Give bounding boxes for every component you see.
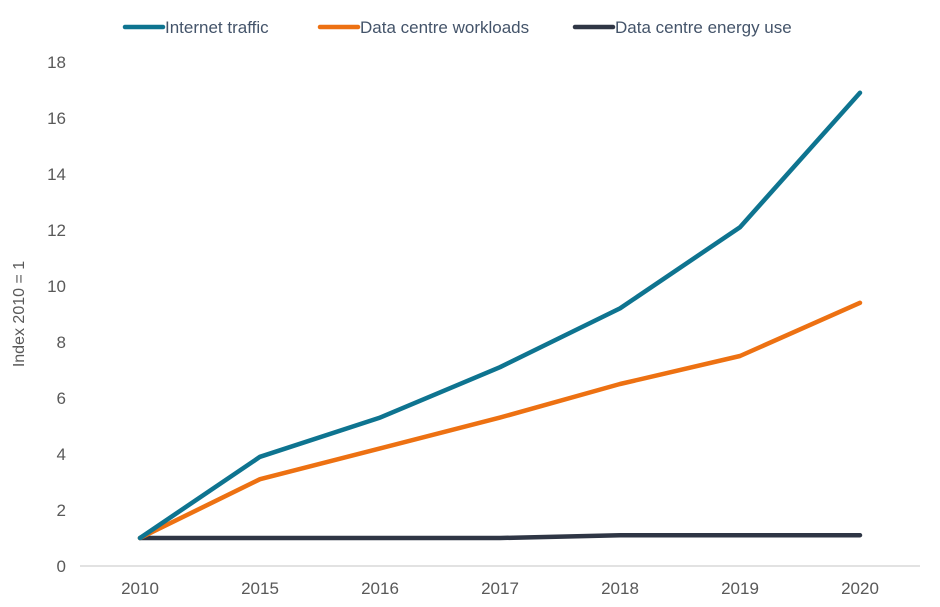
y-tick-label: 6 [57,389,66,408]
y-tick-label: 16 [47,109,66,128]
series-lines [137,90,863,541]
legend-label: Internet traffic [165,18,269,37]
legend-item-internet-traffic: Internet traffic [122,18,269,37]
y-axis-title: Index 2010 = 1 [11,261,28,367]
x-tick-label: 2016 [361,579,399,598]
y-tick-label: 10 [47,277,66,296]
y-axis-ticks: 0 2 4 6 8 10 12 14 16 18 [47,53,66,576]
legend-label: Data centre energy use [615,18,792,37]
y-tick-label: 18 [47,53,66,72]
x-tick-label: 2020 [841,579,879,598]
y-tick-label: 2 [57,501,66,520]
x-tick-label: 2017 [481,579,519,598]
x-axis-ticks: 2010 2015 2016 2017 2018 2019 2020 [121,579,879,598]
series-line-data-centre-energy-use [137,532,863,541]
y-tick-label: 8 [57,333,66,352]
y-tick-label: 14 [47,165,66,184]
x-tick-label: 2019 [721,579,759,598]
y-tick-label: 0 [57,557,66,576]
x-tick-label: 2010 [121,579,159,598]
series-line-internet-traffic [137,90,863,541]
y-tick-label: 12 [47,221,66,240]
y-tick-label: 4 [57,445,66,464]
x-tick-label: 2018 [601,579,639,598]
x-tick-label: 2015 [241,579,279,598]
legend: Internet traffic Data centre workloads Dat… [122,18,792,37]
series-line-data-centre-workloads [137,300,863,541]
legend-item-data-centre-energy-use: Data centre energy use [572,18,792,37]
legend-label: Data centre workloads [360,18,529,37]
legend-item-data-centre-workloads: Data centre workloads [317,18,529,37]
